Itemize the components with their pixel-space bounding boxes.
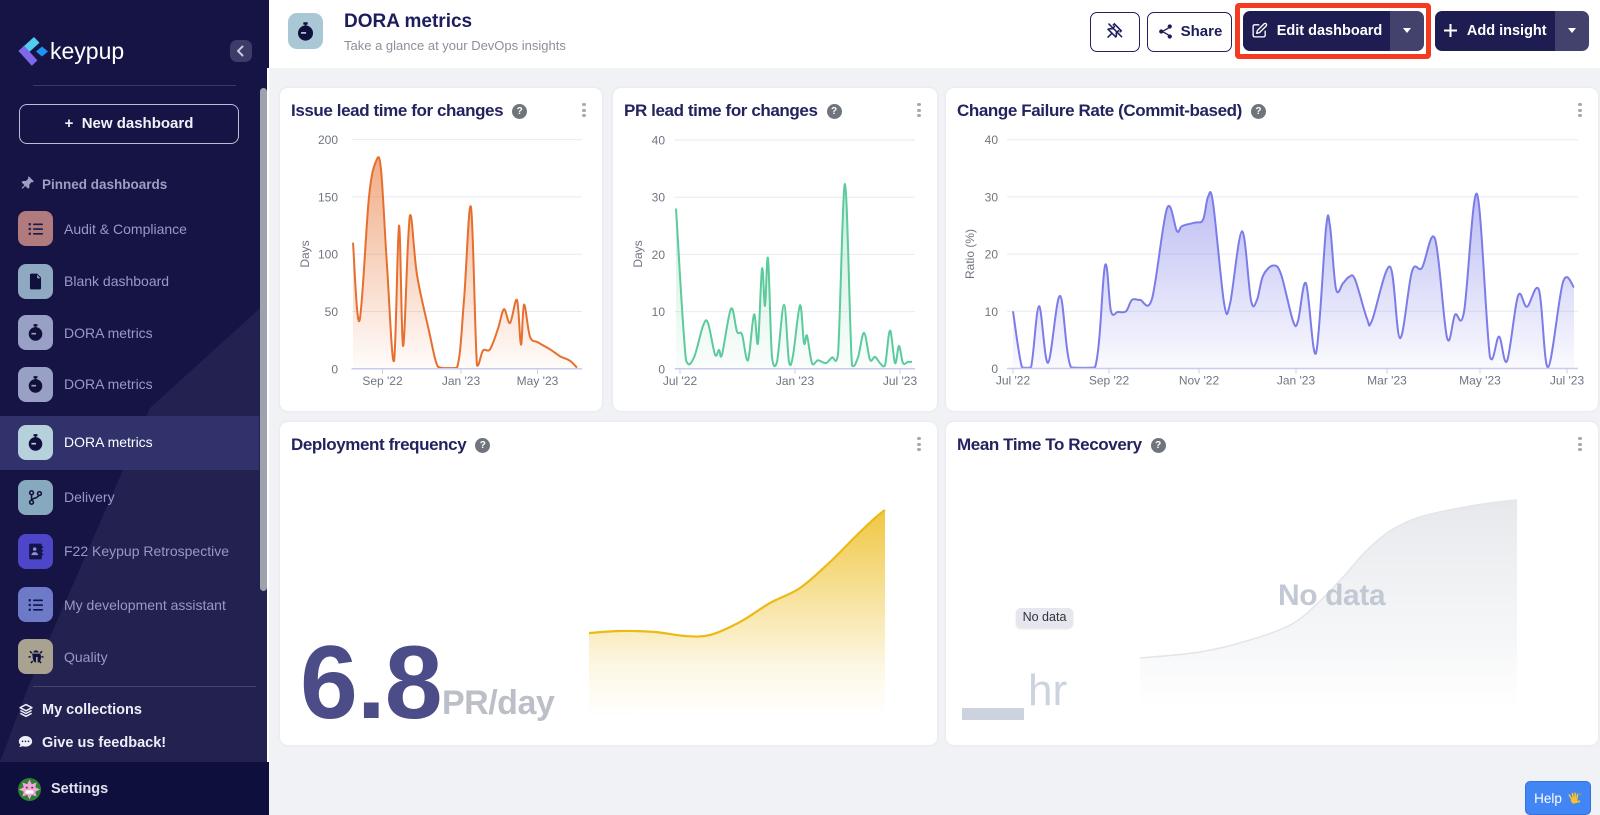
svg-text:200: 200: [318, 133, 338, 147]
svg-text:30: 30: [652, 191, 666, 205]
svg-text:150: 150: [318, 190, 338, 204]
svg-text:30: 30: [985, 190, 999, 204]
svg-text:Days: Days: [631, 240, 645, 267]
svg-text:Jul '22: Jul '22: [996, 374, 1031, 388]
svg-text:Nov '22: Nov '22: [1179, 374, 1220, 388]
svg-text:Jul '23: Jul '23: [1550, 374, 1585, 388]
svg-text:100: 100: [318, 248, 338, 262]
svg-text:20: 20: [985, 248, 999, 262]
svg-text:10: 10: [985, 305, 999, 319]
svg-text:May '23: May '23: [517, 374, 559, 388]
svg-text:Sep '22: Sep '22: [362, 374, 403, 388]
svg-text:0: 0: [658, 362, 665, 376]
svg-text:Jan '23: Jan '23: [442, 374, 481, 388]
svg-text:Days: Days: [298, 240, 312, 267]
svg-text:20: 20: [652, 248, 666, 262]
svg-text:10: 10: [652, 305, 666, 319]
svg-text:50: 50: [325, 305, 339, 319]
svg-text:Ratio (%): Ratio (%): [963, 229, 977, 279]
svg-text:0: 0: [331, 362, 338, 376]
svg-text:May '23: May '23: [1459, 374, 1501, 388]
svg-text:Sep '22: Sep '22: [1089, 374, 1130, 388]
svg-text:Jan '23: Jan '23: [776, 374, 815, 388]
svg-text:Jul '23: Jul '23: [883, 374, 918, 388]
svg-text:0: 0: [991, 362, 998, 376]
svg-text:40: 40: [985, 133, 999, 147]
svg-text:Mar '23: Mar '23: [1367, 374, 1407, 388]
svg-text:40: 40: [652, 134, 666, 148]
svg-text:Jul '22: Jul '22: [663, 374, 698, 388]
svg-text:Jan '23: Jan '23: [1277, 374, 1316, 388]
